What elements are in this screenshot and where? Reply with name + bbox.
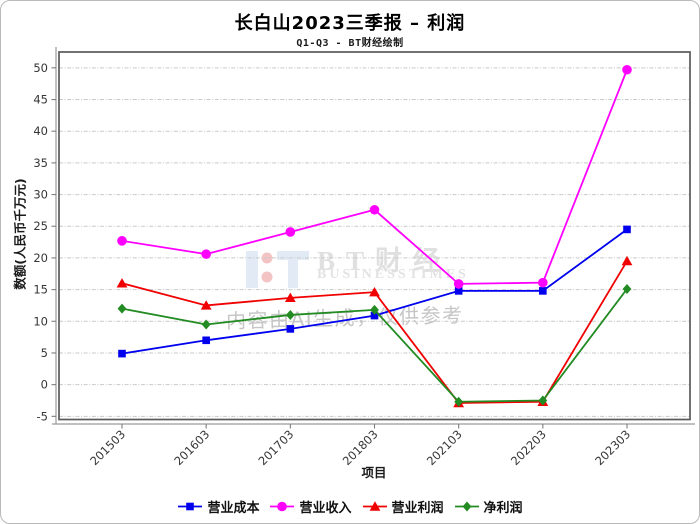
x-tick-label: 202203 [508,427,549,468]
data-point-triangle [116,278,128,288]
series-line [121,69,628,285]
y-tick-label: 20 [33,251,48,265]
logo-dot-bottom [261,271,273,283]
plot-frame [58,51,691,421]
logo-t-shape [277,251,309,288]
x-tick-label: 202303 [592,427,633,468]
chart-title: 长白山2023三季报 – 利润 [234,13,466,34]
data-point-square [623,225,631,234]
y-tick-label: 25 [33,219,48,233]
series-line [121,260,628,404]
legend-item-0: 营业成本 [177,497,259,516]
data-point-circle [285,227,296,237]
series-3 [117,283,632,407]
data-point-square [370,311,379,320]
data-point-square [202,336,210,345]
y-tick-label: 5 [41,346,48,360]
data-point-square [539,287,547,295]
legend-marker-square-icon [178,502,203,511]
logo-bar [246,251,258,288]
x-tick-label: 202103 [424,427,465,468]
data-point-circle [622,64,632,75]
watermark-brand-en: BUSINESSTIMES [317,267,469,282]
data-point-circle [201,249,211,259]
data-point-circle [369,204,380,215]
y-tick-label: 40 [33,124,48,138]
data-point-triangle [284,292,296,303]
x-tick-label: 201503 [87,427,128,468]
series-1 [117,64,632,289]
watermark-brand-cn: BT财经 [317,246,452,276]
data-point-diamond [622,283,632,294]
x-tick-label: 201703 [256,427,297,468]
bt-logo-icon [246,251,309,288]
legend-item-3: 净利润 [454,497,523,516]
data-point-triangle [621,255,633,266]
legend-marker-circle-icon [270,501,295,512]
data-point-square [454,287,463,295]
data-point-triangle [369,286,380,297]
legend-item-1: 营业收入 [269,497,352,516]
data-point-circle [117,236,127,246]
y-tick-label: 30 [33,188,48,202]
chart-subtitle: Q1-Q3 - BT财经绘制 [296,38,404,49]
data-point-circle [277,501,288,512]
data-point-square [286,325,295,333]
y-tick-label: 50 [33,61,48,75]
data-point-triangle [369,501,380,511]
data-point-square [186,502,195,511]
chart-legend: 营业成本 营业收入 营业利润 净利润 [1,497,699,516]
data-point-diamond [285,309,295,320]
legend-marker-diamond-icon [454,501,479,512]
data-point-triangle [200,300,212,310]
data-point-diamond [201,319,211,330]
data-point-diamond [454,396,464,407]
y-tick-label: 35 [33,156,48,170]
data-point-diamond [462,501,471,512]
x-tick-label: 201803 [340,427,381,468]
legend-label: 营业利润 [391,501,444,516]
data-point-square [118,349,126,358]
data-point-diamond [370,304,379,315]
y-tick-label: 45 [33,93,48,107]
data-point-circle [453,279,464,289]
series-0 [118,225,631,358]
x-tick-label: 201603 [171,427,212,468]
y-tick-label: -5 [37,409,48,423]
data-point-diamond [117,303,127,314]
y-tick-label: 15 [33,283,48,297]
legend-marker-triangle-icon [362,501,387,511]
data-point-circle [538,277,548,288]
legend-item-2: 营业利润 [362,497,444,516]
legend-label: 净利润 [483,501,523,516]
x-axis-label: 项目 [361,465,387,480]
data-point-diamond [538,395,548,406]
legend-label: 营业成本 [207,501,260,516]
y-tick-label: 0 [41,378,48,392]
y-tick-label: 10 [33,314,48,328]
legend-label: 营业收入 [299,501,352,516]
